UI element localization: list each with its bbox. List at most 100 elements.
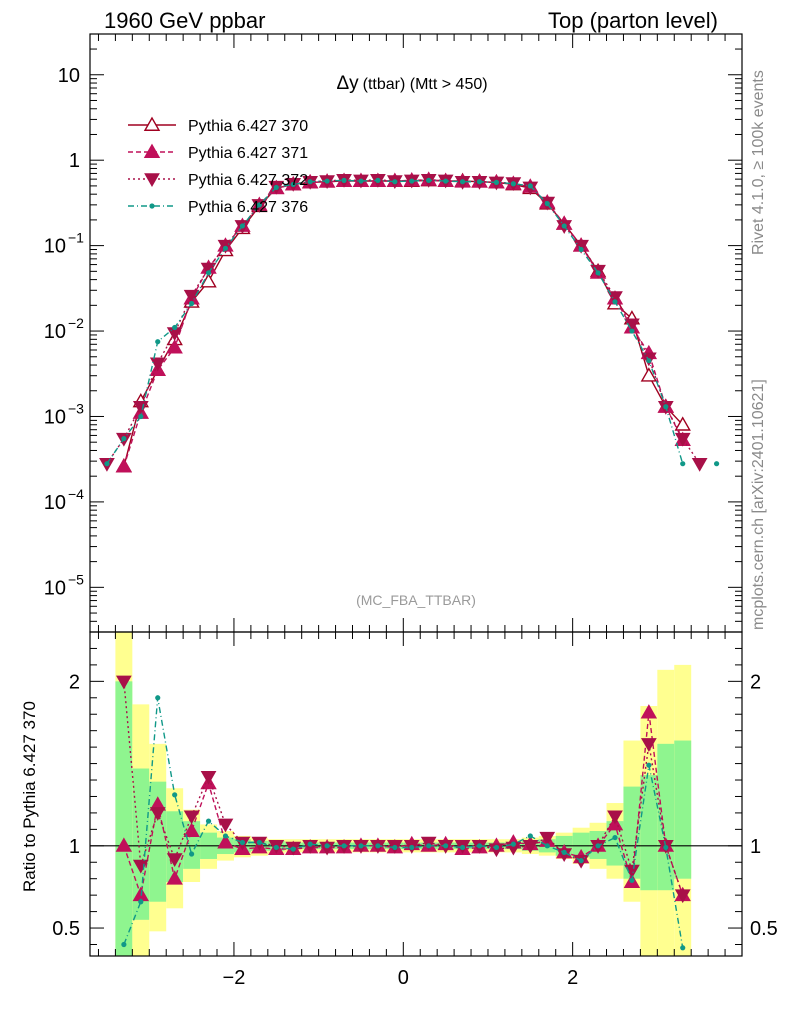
ratio-point-s371: [183, 822, 200, 837]
main-point-s376: [443, 178, 449, 184]
ratio-band-green: [640, 775, 658, 891]
legend-marker-s372: [144, 173, 160, 188]
legend-label-s376: Pythia 6.427 376: [188, 199, 308, 216]
main-y-tick-label: 10: [44, 406, 66, 428]
ratio-point-s376: [172, 792, 178, 798]
main-point-s376: [713, 461, 720, 467]
legend-marker-s376: [149, 203, 155, 209]
main-y-tick-exponent: −2: [68, 315, 84, 331]
main-point-s370: [674, 416, 691, 431]
ratio-point-s371: [166, 870, 183, 885]
ratio-point-s376: [155, 695, 161, 701]
main-point-s376: [121, 436, 127, 442]
ratio-point-s376: [392, 844, 398, 851]
main-point-s372: [149, 357, 166, 372]
ratio-point-s372: [640, 738, 657, 752]
main-point-s371: [166, 339, 183, 354]
main-series-line-s370: [123, 179, 684, 467]
legend-label-s371: Pythia 6.427 371: [188, 145, 308, 162]
ratio-y-tick-label-right: 0.5: [750, 918, 778, 940]
ratio-point-s376: [612, 834, 618, 841]
main-point-s372: [200, 262, 217, 277]
main-point-s376: [358, 178, 364, 184]
main-point-s376: [290, 181, 296, 188]
ratio-point-s372: [166, 853, 183, 867]
ratio-band-green: [572, 832, 590, 858]
plot-title: Δy (ttbar) (Mtt > 450): [336, 73, 487, 94]
ratio-point-s376: [544, 843, 550, 849]
main-point-s376: [307, 179, 313, 185]
main-y-tick-exponent: −1: [68, 230, 84, 246]
ratio-point-s376: [595, 843, 601, 849]
ratio-y-tick-label-right: 1: [750, 836, 761, 858]
main-point-s376: [104, 461, 110, 467]
main-point-s376: [138, 413, 144, 420]
main-y-tick-label: 1: [69, 150, 80, 172]
plot-title-symbol: Δy: [336, 73, 359, 94]
ratio-point-s376: [290, 846, 296, 852]
ratio-point-s372: [607, 810, 623, 825]
main-point-s376: [239, 223, 246, 229]
ratio-plot-frame: [89, 631, 743, 957]
main-y-tick-exponent: −4: [68, 486, 84, 502]
ratio-point-s376: [409, 844, 415, 851]
ratio-series-line-s376: [123, 697, 684, 948]
main-point-s376: [409, 178, 415, 184]
ratio-point-s372: [200, 770, 217, 785]
ratio-point-s372: [116, 675, 132, 690]
ratio-point-s372: [149, 807, 166, 821]
legend-label-s372: Pythia 6.427 372: [188, 172, 308, 189]
ratio-point-s376: [476, 843, 483, 849]
main-point-s376: [426, 177, 432, 183]
ratio-y-axis-label: Ratio to Pythia 6.427 370: [20, 701, 39, 892]
ratio-point-s376: [426, 843, 432, 849]
ratio-point-s376: [527, 833, 533, 839]
main-point-s376: [595, 270, 601, 276]
ratio-band-green: [606, 821, 624, 866]
main-point-s371: [115, 458, 133, 473]
legend-marker-s371: [143, 143, 161, 158]
rivet-version-label: Rivet 4.1.0, ≥ 100k events: [750, 70, 767, 255]
main-point-s372: [573, 239, 589, 254]
ratio-point-s376: [358, 843, 364, 849]
ratio-point-s376: [629, 877, 635, 883]
main-point-s376: [375, 177, 381, 183]
ratio-point-s371: [217, 834, 234, 849]
ratio-point-s376: [663, 844, 669, 851]
ratio-y-tick-label: 2: [69, 671, 80, 693]
ratio-band-green: [132, 768, 150, 920]
main-y-tick-exponent: −5: [68, 571, 84, 587]
ratio-point-s376: [273, 844, 279, 851]
main-y-tick-label: 10: [58, 65, 80, 87]
main-point-s372: [132, 400, 149, 415]
main-point-s376: [612, 299, 618, 305]
ratio-point-s376: [205, 818, 212, 824]
mcplots-reference-label: mcplots.cern.ch [arXiv:2401.10621]: [750, 379, 767, 630]
ratio-point-s376: [459, 844, 466, 851]
main-point-s376: [510, 181, 516, 187]
main-point-s376: [663, 404, 669, 410]
main-point-s370: [200, 273, 217, 288]
main-point-s376: [459, 179, 466, 185]
main-point-s372: [691, 457, 708, 472]
ratio-point-s376: [307, 841, 313, 847]
x-tick-label: 2: [567, 967, 578, 989]
main-point-s376: [578, 246, 584, 253]
main-point-s372: [607, 291, 623, 306]
main-point-s376: [189, 300, 195, 307]
main-point-s376: [493, 179, 500, 185]
main-point-s376: [476, 179, 483, 185]
ratio-band-green: [115, 681, 133, 956]
ratio-point-s376: [256, 839, 262, 846]
plot-title-detail: (ttbar) (Mtt > 450): [363, 76, 488, 93]
main-point-s376: [222, 245, 229, 251]
main-point-s376: [561, 223, 567, 229]
main-point-s376: [392, 179, 398, 185]
right-title: Top (parton level): [548, 8, 718, 33]
ratio-point-s376: [189, 851, 195, 857]
ratio-point-s376: [121, 941, 127, 948]
ratio-point-s376: [510, 841, 516, 847]
ratio-band-green: [166, 811, 184, 882]
main-series-line-s372: [106, 179, 701, 465]
